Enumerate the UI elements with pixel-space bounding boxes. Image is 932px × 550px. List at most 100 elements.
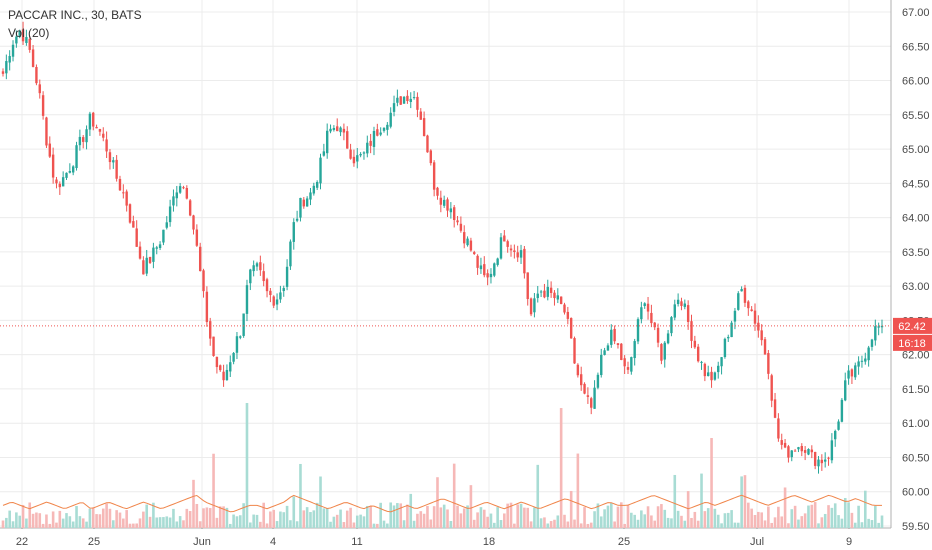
candle-body bbox=[172, 196, 175, 206]
candle-up bbox=[329, 124, 332, 134]
candle-down bbox=[590, 396, 593, 415]
candle-body bbox=[249, 269, 252, 284]
volume-bar bbox=[168, 517, 172, 528]
volume-bar bbox=[650, 515, 653, 528]
volume-bar bbox=[145, 504, 149, 528]
candle-down bbox=[656, 323, 660, 348]
candle-up bbox=[633, 338, 636, 366]
candle-up bbox=[18, 29, 21, 39]
candle-up bbox=[854, 362, 857, 380]
volume-bar bbox=[192, 479, 195, 528]
volume-bar bbox=[452, 463, 456, 528]
volume-bar bbox=[543, 517, 546, 528]
candle-body bbox=[529, 298, 533, 315]
candle-body bbox=[643, 303, 646, 307]
volume-bar bbox=[466, 505, 469, 528]
candle-down bbox=[342, 123, 346, 141]
volume-bar bbox=[279, 511, 282, 528]
candle-up bbox=[339, 126, 342, 137]
candle-body bbox=[700, 361, 703, 363]
candle-down bbox=[205, 286, 209, 327]
candle-body bbox=[382, 127, 386, 131]
volume-bar bbox=[837, 515, 840, 528]
candle-up bbox=[442, 195, 446, 208]
y-tick-label: 66.50 bbox=[902, 41, 930, 53]
candle-down bbox=[563, 302, 566, 315]
volume-bar bbox=[21, 504, 25, 528]
volume-bar bbox=[710, 438, 713, 528]
candle-body bbox=[252, 265, 255, 272]
volume-bar bbox=[205, 507, 209, 528]
candle-up bbox=[158, 241, 162, 251]
candle-up bbox=[319, 153, 322, 190]
candle-down bbox=[469, 237, 473, 252]
candle-body bbox=[616, 343, 620, 345]
volume-bar bbox=[706, 508, 710, 528]
candle-down bbox=[346, 126, 349, 149]
volume-bar bbox=[763, 520, 767, 528]
volume-bar bbox=[75, 506, 78, 528]
candle-body bbox=[623, 358, 626, 367]
candle-down bbox=[92, 111, 95, 131]
candle-down bbox=[750, 306, 753, 312]
candle-body bbox=[452, 207, 456, 221]
volume-bar bbox=[11, 521, 15, 528]
candle-up bbox=[663, 341, 666, 368]
volume-bar bbox=[456, 505, 459, 528]
volume-bar bbox=[426, 505, 429, 528]
candle-up bbox=[379, 127, 382, 137]
volume-bar bbox=[68, 516, 72, 528]
volume-bar bbox=[703, 511, 707, 528]
volume-bar bbox=[422, 513, 426, 528]
candle-body bbox=[412, 97, 416, 99]
candle-body bbox=[449, 208, 453, 213]
candle-body bbox=[513, 250, 516, 252]
candle-down bbox=[108, 149, 112, 170]
candle-down bbox=[349, 143, 352, 160]
candle-body bbox=[479, 265, 483, 270]
candle-body bbox=[18, 30, 21, 38]
candle-down bbox=[616, 343, 620, 349]
candle-body bbox=[8, 56, 11, 63]
volume-bar bbox=[833, 503, 837, 528]
candle-down bbox=[105, 131, 108, 158]
candle-body bbox=[105, 139, 108, 152]
candle-body bbox=[576, 364, 580, 376]
candle-down bbox=[95, 124, 98, 129]
volume-bar bbox=[25, 518, 28, 528]
candle-down bbox=[456, 215, 459, 226]
candle-down bbox=[406, 90, 409, 104]
candle-body bbox=[603, 350, 606, 355]
candle-body bbox=[125, 191, 128, 206]
candle-body bbox=[650, 312, 653, 324]
volume-bar bbox=[108, 508, 112, 528]
candle-up bbox=[162, 229, 165, 246]
volume-bar bbox=[302, 510, 306, 528]
candle-body bbox=[65, 172, 68, 178]
candle-body bbox=[45, 117, 48, 146]
candle-body bbox=[553, 292, 556, 299]
candle-body bbox=[559, 296, 563, 304]
candle-down bbox=[265, 277, 269, 298]
candle-body bbox=[309, 192, 312, 200]
candle-body bbox=[509, 248, 513, 251]
volume-bar bbox=[15, 512, 18, 528]
candle-body bbox=[476, 255, 479, 268]
volume-bar bbox=[28, 502, 32, 528]
candle-body bbox=[854, 365, 857, 378]
candle-body bbox=[773, 399, 777, 418]
candle-body bbox=[55, 179, 58, 184]
volume-bar bbox=[41, 523, 45, 528]
volume-bar bbox=[8, 510, 11, 528]
candle-body bbox=[322, 151, 326, 156]
candle-up bbox=[533, 292, 536, 318]
candle-down bbox=[426, 134, 429, 153]
candle-down bbox=[202, 268, 205, 298]
candle-body bbox=[28, 38, 31, 50]
volume-bar bbox=[636, 519, 640, 528]
volume-bar bbox=[596, 503, 600, 528]
volume-bar bbox=[509, 502, 513, 528]
candle-down bbox=[148, 256, 152, 265]
